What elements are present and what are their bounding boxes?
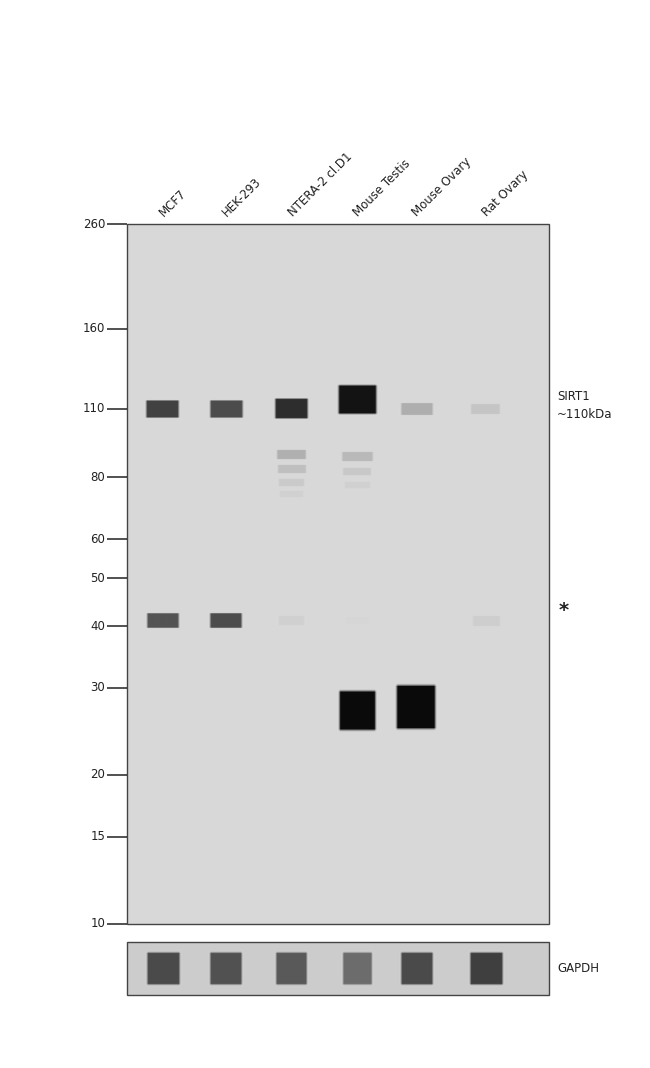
Bar (127, 942, 549, 995)
Text: 260: 260 (83, 218, 105, 231)
Text: Mouse Testis: Mouse Testis (351, 157, 413, 219)
Text: MCF7: MCF7 (157, 187, 189, 219)
Text: GAPDH: GAPDH (557, 962, 599, 975)
Text: 80: 80 (90, 471, 105, 484)
Text: 40: 40 (90, 619, 105, 632)
Text: 110: 110 (83, 403, 105, 415)
Bar (127, 224, 549, 924)
Text: SIRT1
~110kDa: SIRT1 ~110kDa (557, 390, 612, 421)
Text: 160: 160 (83, 323, 105, 335)
Text: 60: 60 (90, 533, 105, 546)
Text: NTERA-2 cl.D1: NTERA-2 cl.D1 (285, 150, 354, 219)
Text: 50: 50 (90, 571, 105, 585)
Text: 20: 20 (90, 769, 105, 782)
Text: Rat Ovary: Rat Ovary (480, 168, 531, 219)
Text: 10: 10 (90, 917, 105, 930)
Text: Mouse Ovary: Mouse Ovary (410, 155, 474, 219)
Text: 15: 15 (90, 830, 105, 844)
Text: 30: 30 (90, 681, 105, 694)
Text: *: * (559, 601, 569, 621)
Text: HEK-293: HEK-293 (220, 175, 264, 219)
